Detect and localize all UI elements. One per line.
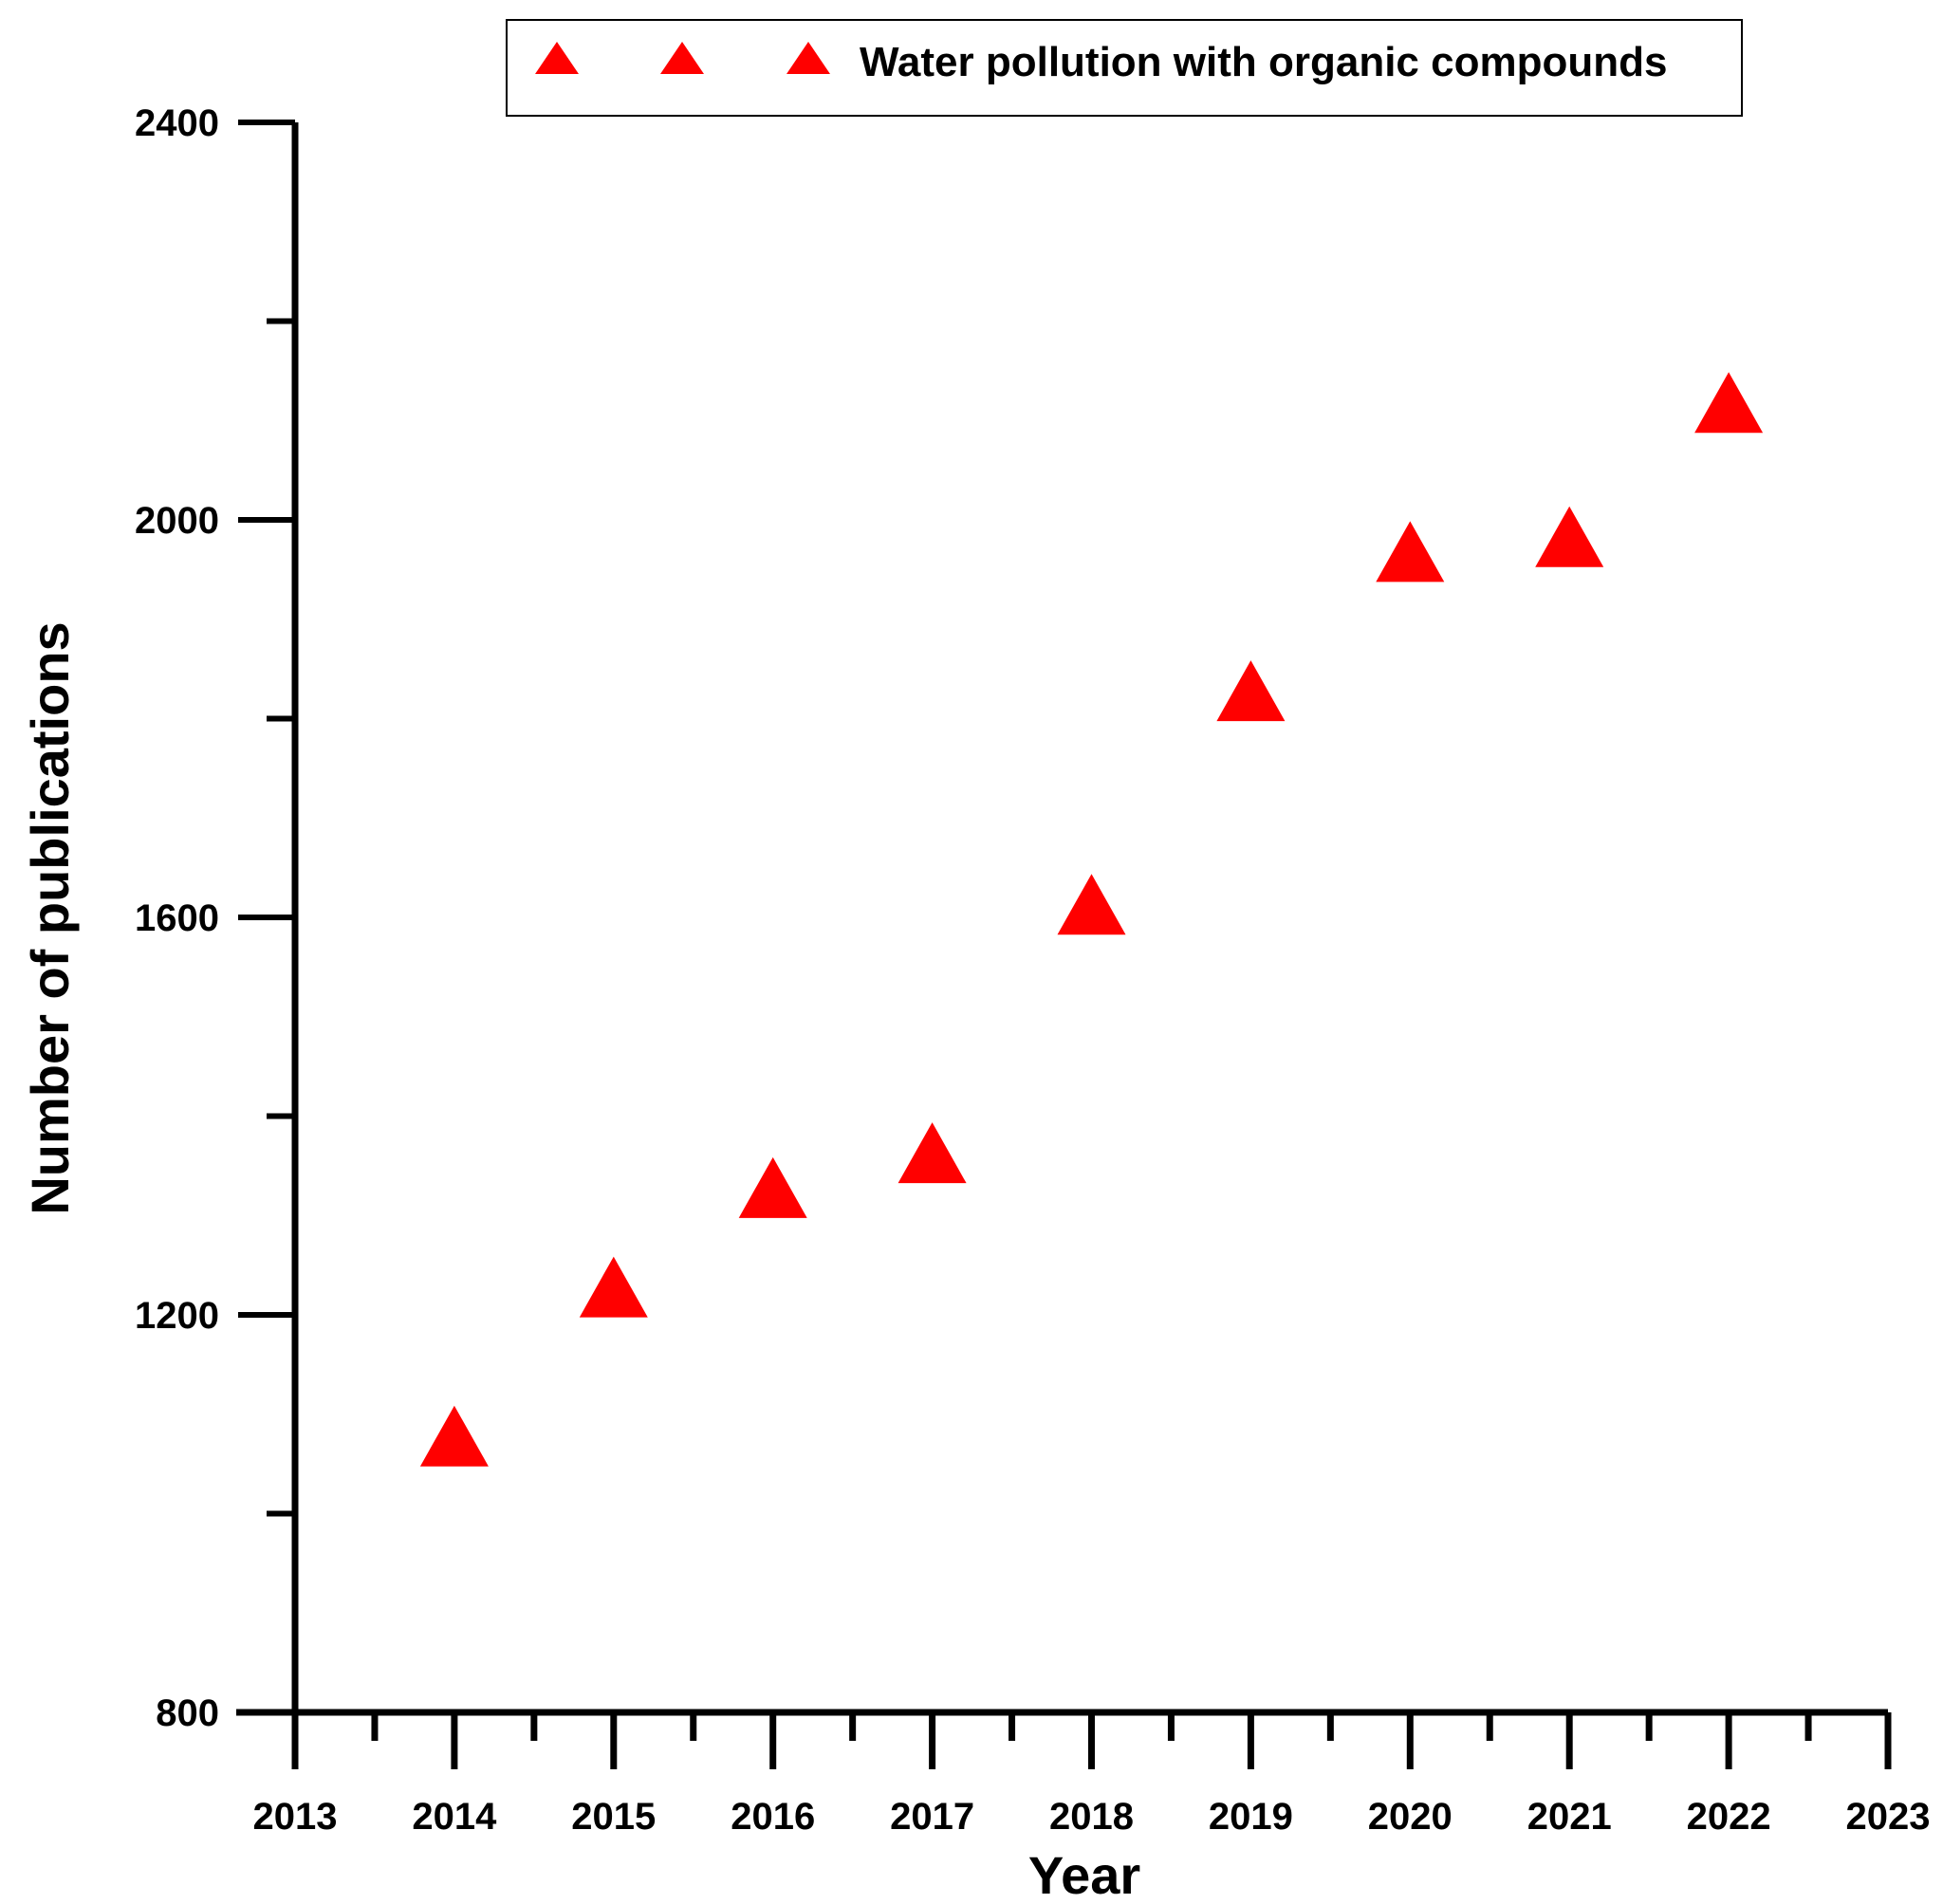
x-ticks: 2013 2014 2015 2016 2017 2018 2019 2020 2021 2022… xyxy=(253,1712,1931,1838)
x-tick-label: 2019 xyxy=(1209,1796,1293,1838)
x-tick-label: 2017 xyxy=(890,1796,974,1838)
data-point xyxy=(419,1405,489,1467)
y-axis-title: Number of publications xyxy=(20,621,80,1214)
data-points xyxy=(419,372,1764,1467)
data-point xyxy=(1694,372,1764,434)
legend-marker xyxy=(660,42,704,74)
data-point xyxy=(579,1256,648,1318)
legend-marker xyxy=(535,42,579,74)
x-tick-label: 2023 xyxy=(1846,1796,1931,1838)
y-tick-label: 2400 xyxy=(135,102,219,144)
x-tick-label: 2014 xyxy=(412,1796,497,1838)
x-tick-label: 2015 xyxy=(571,1796,656,1838)
y-tick-label: 800 xyxy=(156,1692,219,1734)
legend: Water pollution with organic compounds xyxy=(506,19,1743,117)
data-point xyxy=(1057,874,1126,935)
axes xyxy=(236,122,1888,1716)
data-point xyxy=(897,1122,967,1184)
x-tick-label: 2013 xyxy=(253,1796,338,1838)
x-tick-label: 2021 xyxy=(1527,1796,1612,1838)
legend-box xyxy=(506,19,1743,117)
legend-marker xyxy=(786,42,830,74)
y-tick-label: 1200 xyxy=(135,1295,219,1337)
x-tick-label: 2022 xyxy=(1687,1796,1771,1838)
x-tick-label: 2018 xyxy=(1049,1796,1134,1838)
x-tick-label: 2020 xyxy=(1368,1796,1453,1838)
legend-label: Water pollution with organic compounds xyxy=(860,39,1667,85)
x-axis-title: Year xyxy=(1028,1845,1140,1904)
data-point xyxy=(1535,506,1604,567)
y-tick-label: 1600 xyxy=(135,897,219,939)
x-tick-label: 2016 xyxy=(731,1796,815,1838)
y-ticks: 800 1200 1600 2000 2400 xyxy=(135,102,295,1734)
y-tick-label: 2000 xyxy=(135,500,219,542)
data-point xyxy=(1216,660,1286,722)
data-point xyxy=(738,1156,807,1218)
data-point xyxy=(1376,521,1445,582)
